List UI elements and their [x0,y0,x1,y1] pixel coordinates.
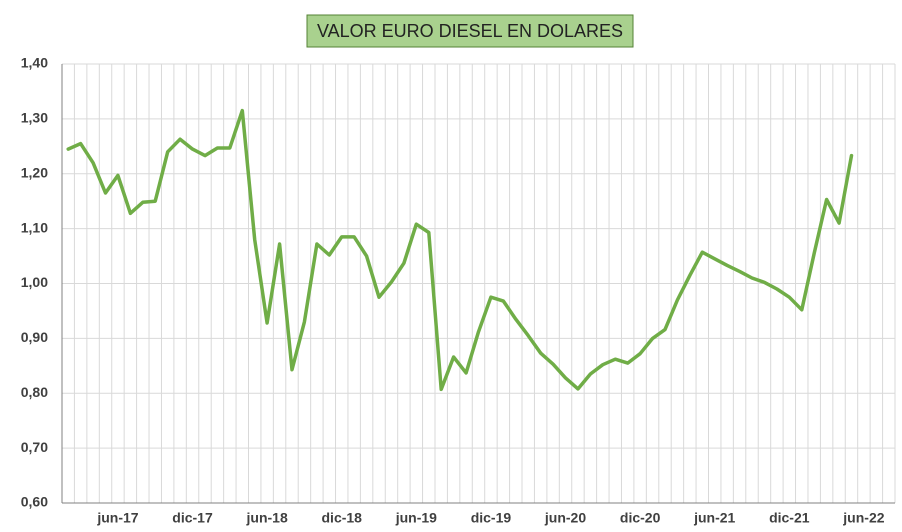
x-tick-label: jun-20 [544,510,586,526]
chart-title: VALOR EURO DIESEL EN DOLARES [317,21,623,41]
y-tick-label: 1,00 [21,274,48,290]
y-tick-label: 1,40 [21,55,48,71]
y-tick-label: 0,60 [21,494,48,510]
x-tick-label: jun-22 [842,510,884,526]
y-tick-label: 0,70 [21,439,48,455]
x-tick-label: jun-17 [96,510,138,526]
x-tick-label: dic-20 [620,510,661,526]
y-tick-label: 1,20 [21,164,48,180]
y-tick-label: 1,30 [21,110,48,126]
data-line [66,108,854,392]
x-tick-label: dic-19 [471,510,512,526]
x-tick-label: jun-21 [693,510,735,526]
x-tick-label: jun-19 [395,510,437,526]
title-box [306,14,634,48]
x-tick-label: dic-18 [322,510,363,526]
x-tick-label: dic-21 [769,510,810,526]
y-tick-label: 1,10 [21,219,48,235]
x-tick-label: jun-18 [246,510,288,526]
y-tick-label: 0,90 [21,329,48,345]
x-tick-label: dic-17 [172,510,213,526]
y-tick-label: 0,80 [21,384,48,400]
